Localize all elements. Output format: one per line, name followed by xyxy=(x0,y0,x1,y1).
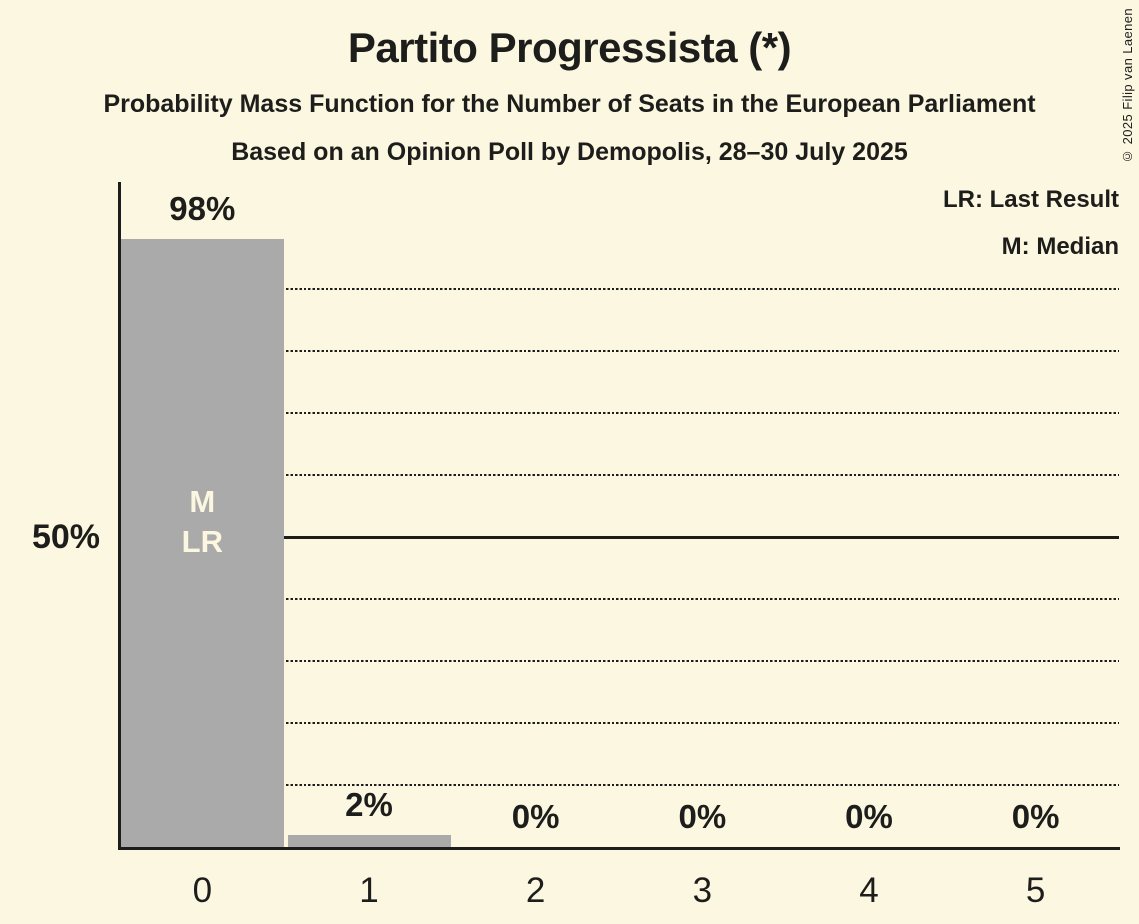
legend-median: M: Median xyxy=(1001,233,1119,260)
y-axis-tick-label: 50% xyxy=(31,518,100,556)
value-label-seats-4: 0% xyxy=(845,798,893,835)
gridline-70pct xyxy=(119,411,1119,415)
gridline-40pct xyxy=(119,597,1119,601)
gridline-10pct xyxy=(119,783,1119,787)
fifty-percent-line xyxy=(119,535,1119,539)
value-label-seats-1: 2% xyxy=(345,785,393,823)
chart-title: Partito Progressista (*) xyxy=(347,24,792,71)
x-axis-label-0: 0 xyxy=(192,871,213,910)
gridline-30pct xyxy=(119,659,1119,663)
chart-source-note: Based on an Opinion Poll by Demopolis, 2… xyxy=(231,138,908,166)
x-axis-line xyxy=(118,847,1120,850)
value-label-seats-2: 0% xyxy=(511,798,560,835)
bar-seats-0 xyxy=(120,239,284,847)
value-label-seats-5: 0% xyxy=(1011,798,1060,835)
x-axis-label-3: 3 xyxy=(692,871,713,910)
median-last-result-annotation: M LR xyxy=(121,482,284,562)
annotation-line-m: M xyxy=(189,484,216,519)
gridline-20pct xyxy=(119,721,1119,725)
y-axis-line xyxy=(118,182,121,850)
gridline-90pct xyxy=(119,287,1119,291)
x-axis-label-1: 1 xyxy=(359,871,379,910)
gridline-80pct xyxy=(119,349,1119,353)
bar-seats-1 xyxy=(287,834,451,847)
x-axis-label-5: 5 xyxy=(1025,871,1046,910)
legend-last-result: LR: Last Result xyxy=(942,186,1119,213)
gridline-60pct xyxy=(119,473,1119,477)
annotation-line-lr: LR xyxy=(181,524,223,559)
value-label-seats-3: 0% xyxy=(678,798,727,835)
x-axis-label-4: 4 xyxy=(859,871,879,910)
chart-subtitle: Probability Mass Function for the Number… xyxy=(103,90,1036,118)
value-label-seats-0: 98% xyxy=(169,190,236,228)
x-axis-label-2: 2 xyxy=(525,871,546,910)
